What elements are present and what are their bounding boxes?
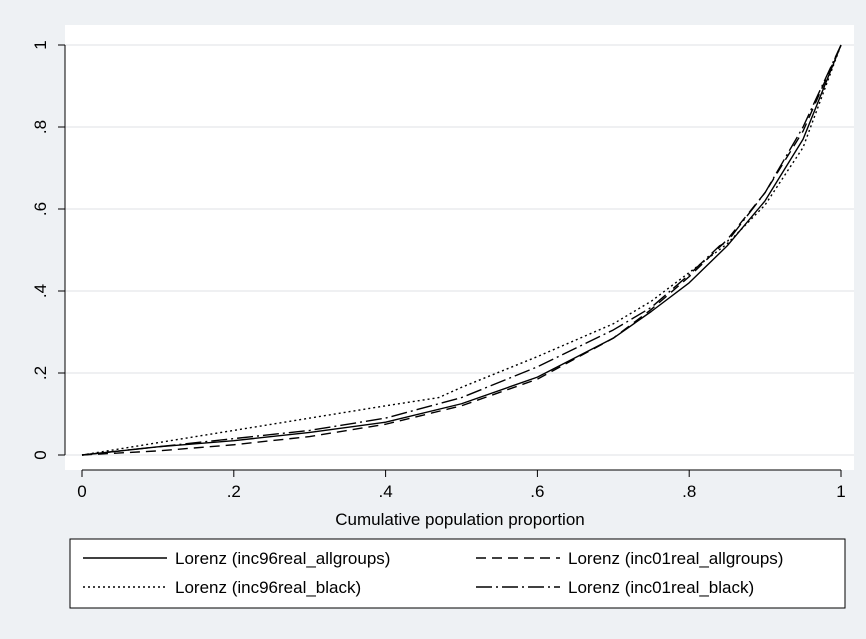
plot-area [65, 25, 854, 470]
x-tick-label-4: .8 [682, 482, 696, 501]
legend-label-2: Lorenz (inc96real_black) [175, 578, 361, 597]
legend-label-0: Lorenz (inc96real_allgroups) [175, 549, 390, 568]
series-lines [81, 44, 842, 456]
legend-box [69, 538, 846, 609]
x-axis: 0 .2 .4 .6 .8 1 [77, 469, 846, 501]
series-line-3 [81, 44, 842, 456]
y-tick-label-4: .8 [31, 120, 50, 134]
y-tick-label-2: .4 [31, 284, 50, 298]
legend: Lorenz (inc96real_allgroups) Lorenz (inc0… [69, 538, 846, 609]
x-tick-label-1: .2 [227, 482, 241, 501]
x-axis-label: Cumulative population proportion [335, 510, 585, 529]
y-axis: 0 .2 .4 .6 .8 1 [31, 40, 66, 460]
y-tick-label-3: .6 [31, 202, 50, 216]
series-line-0 [81, 44, 842, 456]
legend-label-3: Lorenz (inc01real_black) [568, 578, 754, 597]
grid-lines [65, 44, 854, 456]
legend-label-1: Lorenz (inc01real_allgroups) [568, 549, 783, 568]
y-tick-label-5: 1 [31, 40, 50, 49]
y-tick-label-1: .2 [31, 366, 50, 380]
x-tick-label-2: .4 [379, 482, 393, 501]
series-line-2 [81, 44, 842, 456]
x-tick-label-3: .6 [530, 482, 544, 501]
x-tick-label-0: 0 [77, 482, 86, 501]
y-tick-label-0: 0 [31, 450, 50, 459]
x-tick-label-5: 1 [836, 482, 845, 501]
